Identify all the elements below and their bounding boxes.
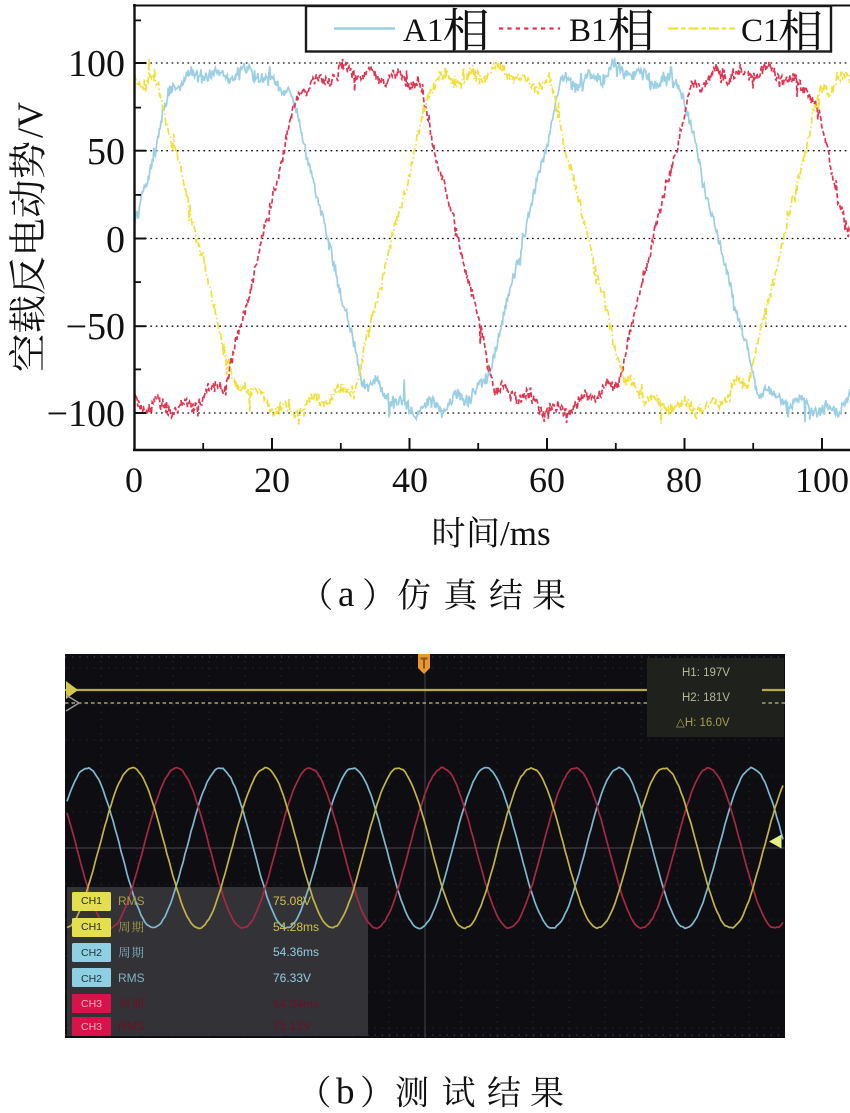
svg-text:76.33V: 76.33V [273, 971, 311, 985]
svg-text:RMS: RMS [118, 1019, 145, 1033]
svg-text:54.36ms: 54.36ms [273, 945, 319, 959]
svg-text:RMS: RMS [118, 894, 145, 908]
svg-text:△H: 16.0V: △H: 16.0V [676, 717, 730, 729]
svg-text:54.28ms: 54.28ms [273, 920, 319, 934]
svg-text:B1: B1 [569, 13, 608, 49]
svg-text:CH3: CH3 [81, 998, 102, 1010]
svg-text:CH3: CH3 [81, 1021, 102, 1033]
svg-text:b: b [336, 1072, 355, 1113]
svg-text:−100: −100 [47, 393, 125, 435]
svg-text:/V: /V [10, 102, 50, 138]
svg-text:54.34ms: 54.34ms [273, 997, 319, 1011]
svg-text:H1: 197V: H1: 197V [682, 667, 730, 679]
svg-text:100: 100 [795, 460, 849, 500]
svg-text:H2: 181V: H2: 181V [682, 692, 730, 704]
svg-text:50: 50 [87, 131, 125, 173]
svg-text:20: 20 [254, 460, 290, 500]
svg-text:CH1: CH1 [81, 921, 102, 933]
svg-text:75.08V: 75.08V [273, 894, 311, 908]
svg-text:60: 60 [529, 460, 565, 500]
svg-text:75.13V: 75.13V [273, 1019, 311, 1033]
svg-text:−50: −50 [66, 306, 125, 348]
svg-text:40: 40 [392, 460, 428, 500]
svg-text:CH2: CH2 [81, 973, 102, 985]
svg-text:RMS: RMS [118, 971, 145, 985]
svg-text:80: 80 [666, 460, 702, 500]
svg-text:a: a [338, 574, 354, 615]
svg-text:A1: A1 [403, 13, 443, 49]
svg-text:CH2: CH2 [81, 947, 102, 959]
svg-text:CH1: CH1 [81, 895, 102, 907]
svg-text:/ms: /ms [500, 514, 551, 553]
svg-text:0: 0 [125, 460, 143, 500]
svg-text:100: 100 [68, 43, 125, 85]
svg-text:0: 0 [106, 219, 125, 261]
svg-text:C1: C1 [741, 13, 780, 49]
